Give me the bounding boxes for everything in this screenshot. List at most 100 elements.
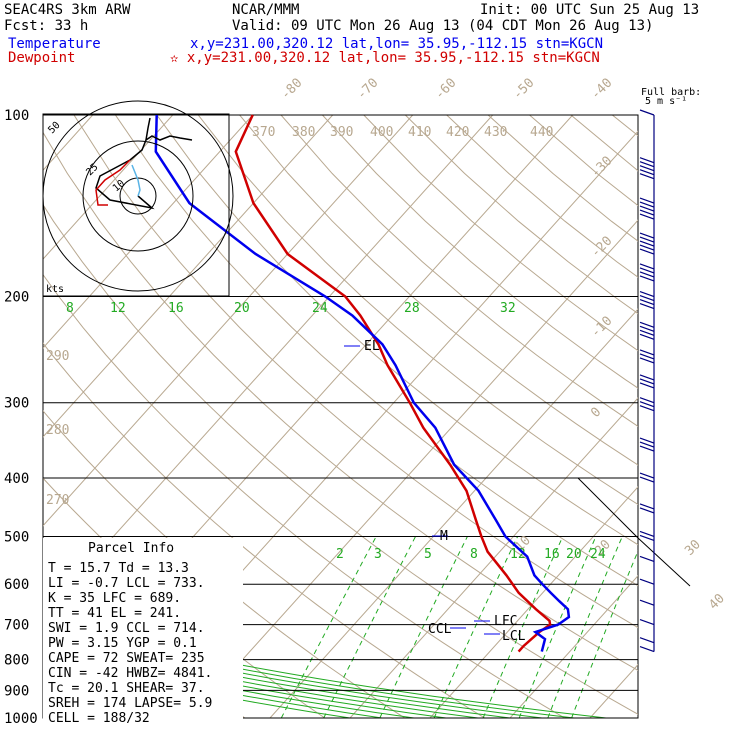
mixing-ratio-label: 8 <box>470 547 478 562</box>
theta-tick-label: 380 <box>292 125 315 140</box>
hodograph: 10 25 50 kts <box>42 100 234 297</box>
hodograph-units: kts <box>46 284 64 295</box>
moist-adiabat-label: 32 <box>500 301 516 316</box>
wind-barb-flag <box>639 325 655 332</box>
isotherm-tick-label: -30 <box>588 154 615 181</box>
level-marker-label: LCL <box>502 629 526 644</box>
wind-barb-flag <box>639 534 655 542</box>
mixing-ratio-line <box>280 536 377 718</box>
wind-barb-flag <box>639 161 655 168</box>
wind-barb-flag <box>639 382 655 389</box>
pressure-tick-label: 800 <box>4 653 29 669</box>
wind-barb-flag <box>639 353 655 360</box>
parcel-info-row: CELL = 188/32 <box>48 711 150 726</box>
init-time: Init: 00 UTC Sun 25 Aug 13 <box>480 2 699 18</box>
isotherm-line <box>43 115 254 349</box>
theta-tick-label: 390 <box>330 125 353 140</box>
theta-tick-label: 410 <box>408 125 431 140</box>
wind-barb-flag <box>639 378 655 385</box>
isotherm-tick-label: -50 <box>510 76 537 103</box>
pressure-tick-label: 600 <box>4 577 29 593</box>
dewpoint-legend-label: Dewpoint <box>8 50 75 66</box>
wind-barb-flag <box>639 267 655 274</box>
dry-adiabat-line <box>43 131 638 671</box>
hodograph-ring-50 <box>42 100 234 292</box>
forecast-hour: Fcst: 33 h <box>4 18 88 34</box>
wind-barb-flag <box>639 197 655 204</box>
parcel-info-title: Parcel Info <box>88 541 174 556</box>
wind-barb-flag <box>639 646 655 653</box>
level-marker-label: M <box>440 529 448 544</box>
model-name: SEAC4RS 3km ARW <box>4 2 131 18</box>
mixing-ratio-label: 2 <box>336 547 344 562</box>
dry-adiabat-line <box>43 342 486 718</box>
theta-tick-label: 270 <box>46 493 69 508</box>
dry-adiabat-line <box>487 115 638 242</box>
wind-barb-flag <box>639 599 655 606</box>
isotherm-line <box>429 486 638 718</box>
wind-barb-flag <box>639 248 655 255</box>
parcel-info-row: SWI = 1.9 CCL = 714. <box>48 621 205 636</box>
theta-tick-label: 280 <box>46 423 69 438</box>
isotherm-tick-label: -70 <box>354 76 381 103</box>
wind-barb-flag <box>639 302 655 310</box>
wind-barb-flag <box>639 619 655 626</box>
pressure-tick-label: 100 <box>4 108 29 124</box>
pressure-tick-label: 400 <box>4 471 29 487</box>
parcel-info-background <box>43 538 243 738</box>
dry-adiabat-line <box>156 115 638 546</box>
wind-barb-flag <box>639 236 655 243</box>
wind-barbs: Full barb: 5 m s⁻¹ <box>639 87 701 653</box>
dry-adiabat-line <box>114 115 638 587</box>
barb-key-units: 5 m s⁻¹ <box>645 96 687 107</box>
parcel-info-row: PW = 3.15 YGP = 0.1 <box>48 636 197 651</box>
wind-barb-flag <box>639 173 655 180</box>
wind-barb-flag <box>639 201 655 208</box>
pressure-tick-label: 1000 <box>4 711 38 727</box>
wind-barb-flag <box>639 290 655 298</box>
theta-tick-label: 370 <box>252 125 275 140</box>
theta-tick-label: 430 <box>484 125 507 140</box>
theta-tick-label: 440 <box>530 125 553 140</box>
level-marker-label: CCL <box>428 622 452 637</box>
isotherm-line <box>43 115 494 616</box>
isotherm-tick-label: -60 <box>432 76 459 103</box>
level-marker-label: LFC <box>494 614 517 629</box>
wind-barb-flag <box>639 240 655 247</box>
theta-tick-label: 420 <box>446 125 469 140</box>
hodograph-trace-blue <box>131 164 141 197</box>
wind-barb-flag <box>639 244 655 251</box>
wind-barb-flag <box>639 157 655 164</box>
dry-adiabat-line <box>611 115 638 137</box>
moist-adiabat-label: 12 <box>110 301 126 316</box>
mixing-ratio-label: 16 <box>544 547 560 562</box>
wind-barb-flag <box>639 441 655 448</box>
level-marker-label: EL <box>364 339 380 354</box>
isotherm-line <box>589 663 638 718</box>
wind-barb-flag <box>639 503 655 510</box>
hodograph-trace-red <box>95 159 131 206</box>
isotherm-line <box>43 115 174 260</box>
hodograph-trace-upper <box>145 117 151 141</box>
wind-barb-flag <box>639 209 655 216</box>
wind-barb-flag <box>639 530 655 538</box>
dry-adiabat-line <box>280 115 638 427</box>
theta-tick-label: 400 <box>370 125 393 140</box>
theta-tick-label: 290 <box>46 349 69 364</box>
isotherm-line <box>269 308 638 718</box>
temperature-profile-line <box>234 114 552 653</box>
pressure-tick-label: 300 <box>4 396 29 412</box>
sounding-profiles: EL LFC CCL LCL M <box>154 114 571 653</box>
temperature-location: x,y=231.00,320.12 lat,lon= 35.95,-112.15… <box>190 36 603 52</box>
inset-edge <box>577 477 691 587</box>
pressure-tick-label: 700 <box>4 618 29 634</box>
parcel-info-row: CIN = -42 HWBZ= 4841. <box>48 666 212 681</box>
wind-barb-flag <box>639 109 655 116</box>
dry-adiabat-line <box>43 273 566 718</box>
parcel-info-row: SREH = 174 LAPSE= 5.9 <box>48 696 212 711</box>
mixing-ratio-line <box>433 536 519 718</box>
mixing-ratio-line <box>323 536 416 718</box>
wind-barb-flag <box>639 321 655 328</box>
wind-barb-flag <box>639 578 655 585</box>
wind-barb-flag <box>639 294 655 302</box>
